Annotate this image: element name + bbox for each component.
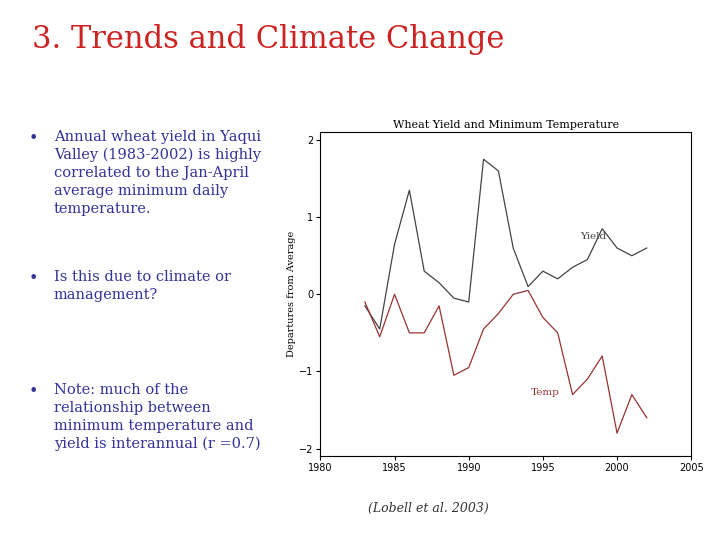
Text: •: • [29,270,38,287]
Text: Note: much of the
relationship between
minimum temperature and
yield is interann: Note: much of the relationship between m… [54,383,261,451]
Text: Temp: Temp [531,388,560,396]
Text: •: • [29,383,38,400]
Text: •: • [29,130,38,146]
Title: Wheat Yield and Minimum Temperature: Wheat Yield and Minimum Temperature [392,120,619,130]
Text: Yield: Yield [580,232,606,241]
Text: 3. Trends and Climate Change: 3. Trends and Climate Change [32,24,505,55]
Y-axis label: Departures from Average: Departures from Average [287,231,297,357]
Text: Annual wheat yield in Yaqui
Valley (1983-2002) is highly
correlated to the Jan-A: Annual wheat yield in Yaqui Valley (1983… [54,130,261,215]
Text: (Lobell et al. 2003): (Lobell et al. 2003) [368,502,489,515]
Text: Is this due to climate or
management?: Is this due to climate or management? [54,270,231,302]
